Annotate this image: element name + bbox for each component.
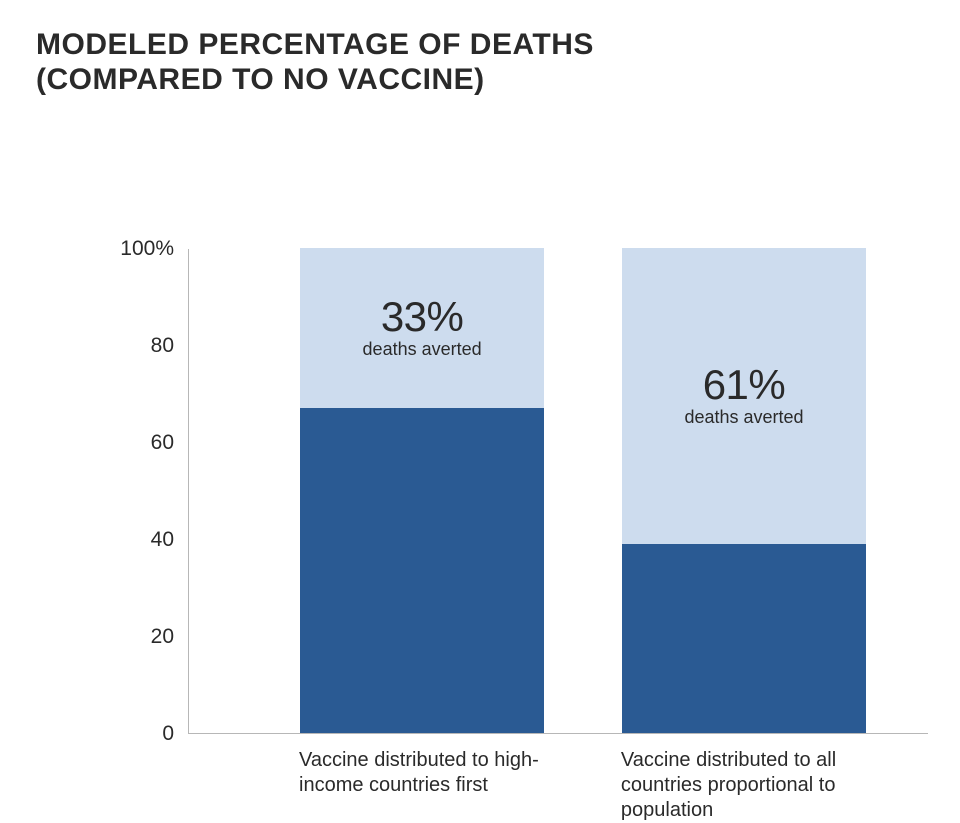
chart-title: MODELED PERCENTAGE OF DEATHS (COMPARED T… [36,28,924,97]
bar-annotation-sub: deaths averted [300,340,544,360]
y-axis-tick-label: 80 [114,334,174,358]
bar-annotation: 33%deaths averted [300,296,544,360]
x-axis-category-label: Vaccine distributed to high-income count… [299,748,553,798]
bar-annotation-sub: deaths averted [622,408,866,428]
y-axis-tick-label: 40 [114,528,174,552]
bar-segment-remaining [300,408,544,733]
bar-annotation-pct: 61% [622,364,866,406]
chart-title-line2: (COMPARED TO NO VACCINE) [36,63,485,96]
x-axis-category-label: Vaccine distributed to all countries pro… [621,748,875,823]
y-axis-tick-label: 20 [114,625,174,649]
bar-annotation: 61%deaths averted [622,364,866,428]
bar-segment-remaining [622,544,866,733]
plot-area: 33%deaths averted61%deaths averted [188,249,928,734]
chart-title-line1: MODELED PERCENTAGE OF DEATHS [36,28,594,61]
bar-group: 61%deaths averted [622,248,866,733]
y-axis-tick-label: 0 [114,722,174,746]
y-axis-tick-label: 100% [114,237,174,261]
y-axis-tick-label: 60 [114,431,174,455]
bar-group: 33%deaths averted [300,248,544,733]
bar-annotation-pct: 33% [300,296,544,338]
figure-root: MODELED PERCENTAGE OF DEATHS (COMPARED T… [0,0,960,785]
